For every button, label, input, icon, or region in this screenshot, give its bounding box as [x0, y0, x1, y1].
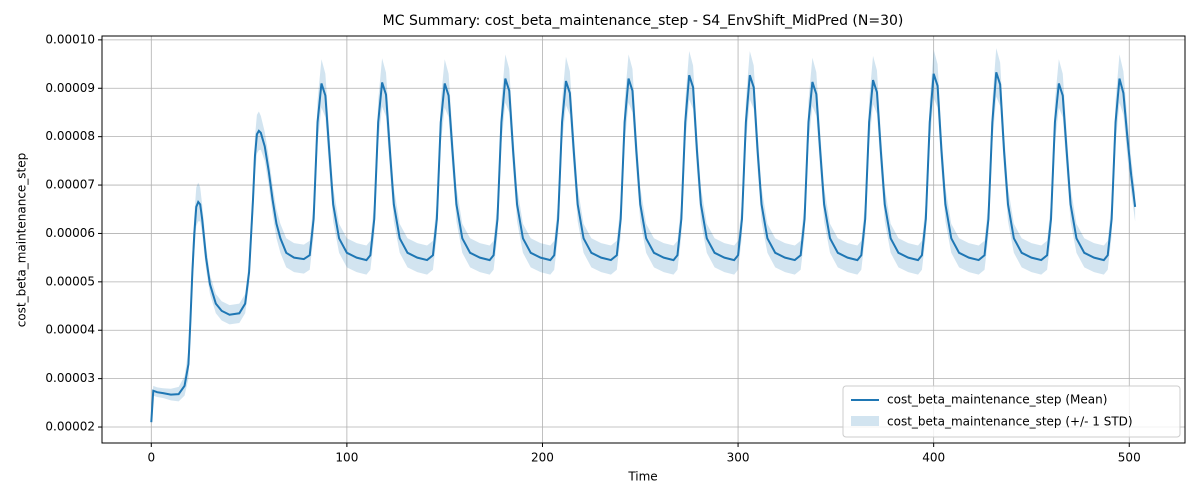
chart-title: MC Summary: cost_beta_maintenance_step -… — [383, 13, 904, 29]
y-tick-label: 0.00004 — [45, 323, 95, 337]
legend-label: cost_beta_maintenance_step (Mean) — [887, 393, 1107, 407]
x-tick-label: 400 — [922, 451, 945, 465]
mean-line — [150, 71, 1137, 423]
x-tick-label: 500 — [1118, 451, 1141, 465]
y-tick-label: 0.00009 — [45, 81, 95, 95]
y-tick-label: 0.00005 — [45, 274, 95, 288]
x-tick-label: 300 — [727, 451, 750, 465]
y-tick-label: 0.00003 — [45, 371, 95, 385]
legend-box — [842, 385, 1181, 438]
y-tick-label: 0.00006 — [45, 226, 95, 240]
plot-frame — [101, 35, 1186, 444]
legend-label: cost_beta_maintenance_step (+/- 1 STD) — [887, 415, 1133, 429]
x-tick-label: 0 — [147, 451, 155, 465]
y-tick-label: 0.00007 — [45, 178, 95, 192]
y-tick-label: 0.00008 — [45, 129, 95, 143]
x-axis-label: Time — [627, 470, 657, 484]
y-tick-label: 0.00010 — [45, 32, 95, 46]
y-tick-label: 0.00002 — [45, 420, 95, 434]
legend-swatch — [851, 416, 879, 426]
x-tick-label: 100 — [335, 451, 358, 465]
std-band — [151, 48, 1136, 425]
y-axis-label: cost_beta_maintenance_step — [15, 153, 29, 328]
x-tick-label: 200 — [531, 451, 554, 465]
